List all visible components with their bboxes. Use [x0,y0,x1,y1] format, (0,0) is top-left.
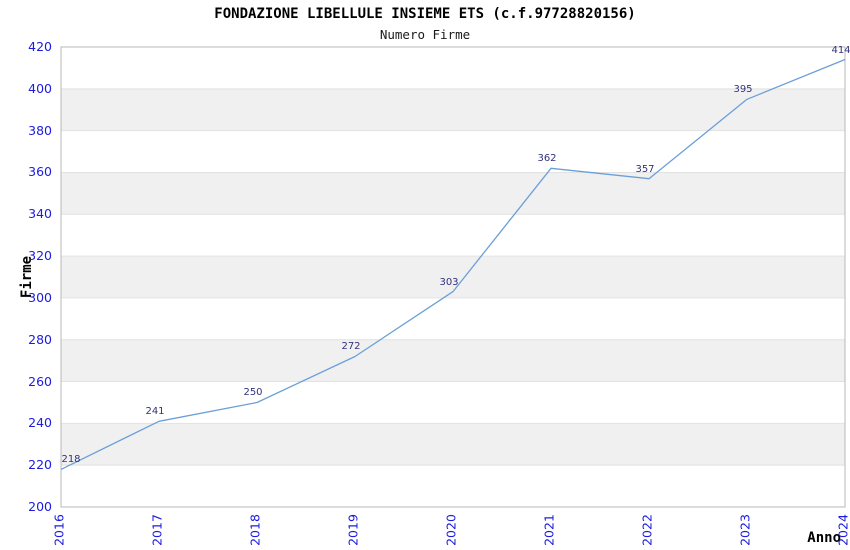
y-tick-label: 420 [28,39,52,54]
data-label: 272 [341,341,361,353]
chart-subtitle: Numero Firme [379,27,471,42]
data-label: 241 [145,406,165,418]
x-axis-title: Anno [807,530,841,546]
y-tick-label: 340 [28,206,52,222]
y-tick-label: 260 [28,373,52,389]
y-tick-label: 220 [28,457,52,473]
y-tick-label: 200 [28,499,52,514]
plot-border [60,46,846,508]
y-tick-label: 240 [28,415,52,431]
y-tick-label: 360 [28,164,52,180]
plot-band [61,339,845,382]
data-label: 303 [439,276,459,288]
x-tick-label: 2023 [737,514,753,546]
x-tick-label: 2018 [247,514,263,546]
x-tick-label: 2021 [541,514,557,546]
x-tick-label: 2022 [639,514,655,546]
plot-band [61,172,845,215]
data-label: 250 [243,387,263,399]
y-tick-label: 300 [28,289,52,305]
data-label: 414 [831,44,850,56]
y-tick-label: 320 [28,248,52,264]
y-tick-label: 280 [28,331,52,347]
plot-band [61,88,845,131]
data-label: 357 [635,163,655,175]
x-tick-label: 2017 [149,514,165,546]
y-tick-label: 380 [28,122,52,138]
x-tick-label: 2016 [51,514,67,546]
x-tick-label: 2020 [443,514,459,546]
data-label: 395 [733,84,753,96]
data-label: 218 [61,454,81,466]
plot-band [61,423,845,466]
series-line [60,58,846,470]
y-tick-label: 400 [28,80,52,96]
x-tick-label: 2019 [345,514,361,546]
x-tick-label: 2024 [835,514,850,546]
chart-title: FONDAZIONE LIBELLULE INSIEME ETS (c.f.97… [214,6,636,22]
data-label: 362 [537,153,557,165]
